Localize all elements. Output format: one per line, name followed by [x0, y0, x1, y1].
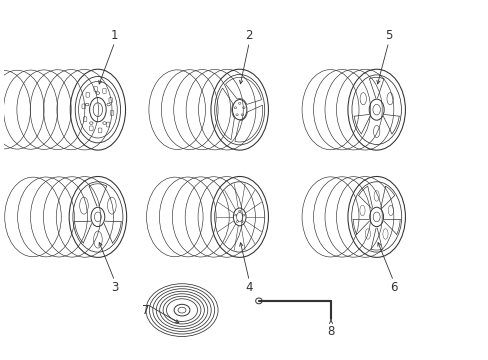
Text: 8: 8	[326, 325, 334, 338]
Text: 4: 4	[245, 281, 252, 294]
Text: 5: 5	[384, 29, 391, 42]
Text: 1: 1	[111, 29, 118, 42]
Text: 3: 3	[111, 281, 118, 294]
Text: 7: 7	[142, 303, 149, 316]
Text: 2: 2	[245, 29, 252, 42]
Text: 6: 6	[389, 281, 396, 294]
